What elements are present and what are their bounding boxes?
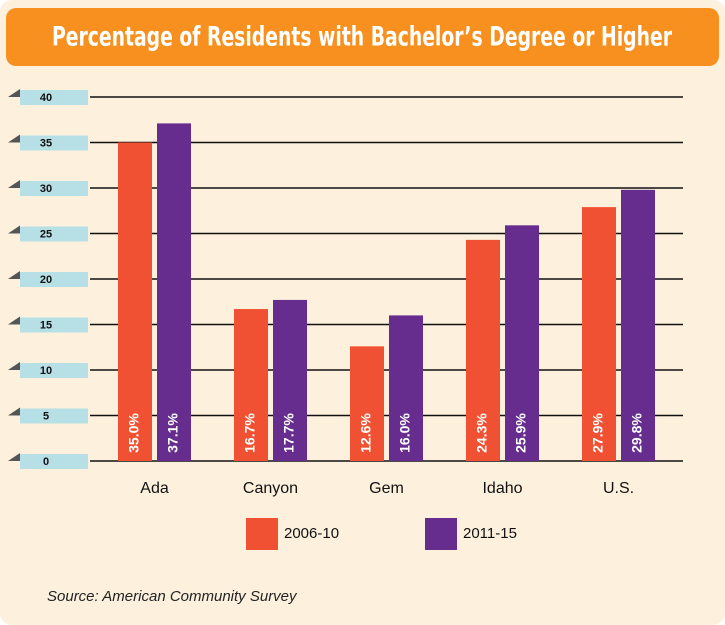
bar	[505, 225, 539, 461]
tick-tab	[8, 362, 20, 370]
tick-tab	[8, 225, 20, 234]
x-tick-label: Ada	[140, 480, 169, 497]
bar	[389, 315, 423, 461]
y-tick-label: 20	[40, 274, 52, 286]
chart-title: Percentage of Residents with Bachelor’s …	[52, 22, 672, 53]
tick-box	[20, 226, 88, 242]
y-tick-label: 25	[40, 228, 52, 240]
y-tick-label: 35	[40, 137, 52, 149]
y-tick-label: 15	[40, 319, 52, 331]
source-note: Source: American Community Survey	[47, 588, 298, 605]
bar-value-label: 16.0%	[397, 413, 413, 453]
bar	[157, 123, 191, 461]
bar	[621, 189, 655, 461]
bar-value-label: 25.9%	[513, 413, 529, 453]
tick-tab	[8, 134, 20, 143]
tick-tab	[8, 271, 20, 279]
y-tick-label: 10	[40, 365, 52, 377]
bar-value-label: 12.6%	[358, 413, 374, 453]
bar	[350, 346, 384, 461]
y-tick-label: 0	[43, 456, 49, 468]
bar-value-label: 29.8%	[629, 413, 645, 453]
title-banner	[6, 8, 719, 66]
bar	[118, 142, 152, 461]
y-tick-label: 5	[43, 410, 49, 422]
tick-box	[20, 408, 88, 424]
tick-box	[20, 363, 88, 378]
y-tick-label: 30	[40, 183, 52, 195]
x-tick-label: Gem	[369, 480, 404, 497]
bar	[466, 239, 500, 461]
y-tick-label: 40	[40, 92, 52, 104]
tick-box	[20, 317, 88, 333]
tick-box	[20, 135, 88, 151]
tick-box	[20, 181, 88, 196]
bar-value-label: 27.9%	[590, 413, 606, 453]
legend-label: 2006-10	[284, 525, 339, 542]
bar-value-label: 35.0%	[126, 413, 142, 453]
tick-tab	[8, 407, 20, 416]
legend-swatch	[425, 518, 457, 550]
bar-value-label: 37.1%	[165, 413, 181, 453]
bar	[582, 207, 616, 461]
x-tick-label: Idaho	[482, 480, 522, 497]
bar-value-label: 16.7%	[242, 413, 258, 453]
tick-tab	[8, 89, 20, 97]
legend-swatch	[246, 518, 278, 550]
bar	[273, 299, 307, 461]
tick-box	[20, 454, 88, 469]
bar-value-label: 17.7%	[281, 413, 297, 453]
bar	[234, 309, 268, 461]
legend-label: 2011-15	[463, 525, 517, 542]
tick-tab	[8, 316, 20, 325]
x-tick-label: Canyon	[243, 480, 298, 497]
tick-box	[20, 90, 88, 105]
tick-tab	[8, 453, 20, 461]
tick-tab	[8, 180, 20, 188]
bar-value-label: 24.3%	[474, 413, 490, 453]
x-tick-label: U.S.	[603, 480, 634, 497]
tick-box	[20, 272, 88, 287]
